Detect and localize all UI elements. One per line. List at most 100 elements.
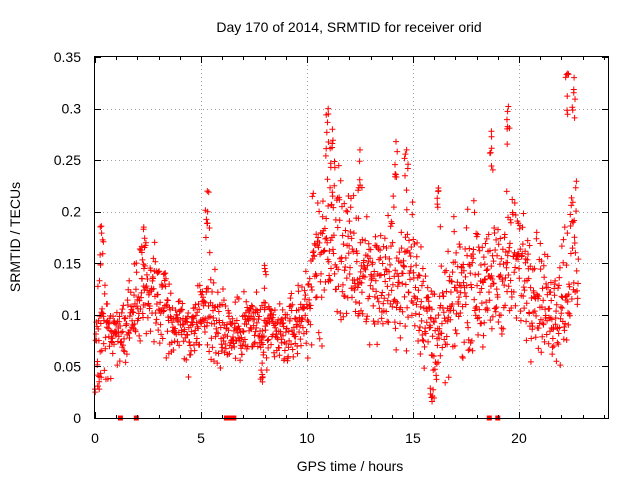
data-point	[543, 331, 550, 338]
data-point	[471, 296, 478, 303]
data-point	[533, 235, 540, 242]
data-point	[559, 294, 566, 301]
data-point	[438, 320, 445, 327]
data-point	[457, 310, 464, 317]
data-point-peak	[258, 367, 265, 374]
data-point-peak	[97, 223, 104, 230]
data-point	[548, 297, 555, 304]
data-point	[477, 261, 484, 268]
data-point	[311, 253, 318, 260]
data-point-peak	[401, 155, 408, 162]
data-point	[430, 353, 437, 360]
data-point	[186, 339, 193, 346]
data-point	[407, 253, 414, 260]
data-point	[529, 323, 536, 330]
data-point	[361, 264, 368, 271]
data-point	[466, 245, 473, 252]
data-point	[456, 241, 463, 248]
data-point	[538, 258, 545, 265]
data-point	[444, 341, 451, 348]
data-point-peak	[138, 243, 145, 250]
data-point	[259, 334, 266, 341]
data-point	[483, 267, 490, 274]
data-point	[566, 283, 573, 290]
data-point	[561, 224, 568, 231]
data-point	[500, 325, 507, 332]
data-point	[109, 350, 116, 357]
data-point	[447, 316, 454, 323]
data-point-peak	[324, 119, 331, 126]
data-point	[272, 324, 279, 331]
data-point	[540, 321, 547, 328]
data-point-peak	[98, 223, 105, 230]
data-point	[231, 343, 238, 350]
data-point	[455, 300, 462, 307]
data-point-peak	[394, 148, 401, 155]
data-point	[322, 278, 329, 285]
data-point	[378, 315, 385, 322]
data-point	[560, 259, 567, 266]
data-point	[466, 263, 473, 270]
data-point	[296, 329, 303, 336]
data-point	[398, 245, 405, 252]
data-point	[142, 284, 149, 291]
y-tick-label: 0	[73, 410, 81, 426]
data-point	[351, 287, 358, 294]
data-point	[101, 367, 108, 374]
data-point	[162, 275, 169, 282]
data-point	[449, 301, 456, 308]
data-point	[144, 275, 151, 282]
data-point	[494, 252, 501, 259]
data-point	[381, 235, 388, 242]
data-point	[126, 334, 133, 341]
data-point	[136, 332, 143, 339]
data-point	[387, 223, 394, 230]
data-point	[391, 319, 398, 326]
data-point	[431, 366, 438, 373]
data-point	[560, 236, 567, 243]
data-point	[514, 251, 521, 258]
data-point	[501, 231, 508, 238]
data-point-peak	[263, 271, 270, 278]
y-tick-label: 0.15	[54, 255, 81, 271]
data-point	[406, 249, 413, 256]
data-point	[167, 290, 174, 297]
data-point	[502, 274, 509, 281]
data-point	[392, 325, 399, 332]
data-point	[132, 328, 139, 335]
data-point	[254, 343, 261, 350]
data-point-peak	[141, 244, 148, 251]
data-point-peak	[140, 261, 147, 268]
data-point	[380, 300, 387, 307]
data-point	[112, 332, 119, 339]
data-point	[226, 350, 233, 357]
data-point	[528, 320, 535, 327]
data-point	[556, 264, 563, 271]
data-point	[199, 288, 206, 295]
data-point	[415, 338, 422, 345]
x-tick-label: 15	[405, 430, 421, 446]
data-point	[476, 289, 483, 296]
data-point	[512, 264, 519, 271]
data-point	[256, 313, 263, 320]
data-point	[104, 300, 111, 307]
data-point	[389, 239, 396, 246]
data-point	[404, 304, 411, 311]
data-point	[205, 314, 212, 321]
data-point	[466, 346, 473, 353]
data-point-peak	[504, 125, 511, 132]
data-point	[349, 246, 356, 253]
data-point	[289, 346, 296, 353]
data-point-peak	[323, 111, 330, 118]
data-point	[318, 294, 325, 301]
data-point-peak	[489, 166, 496, 173]
data-point	[107, 375, 114, 382]
data-point	[445, 374, 452, 381]
data-point-peak	[428, 394, 435, 401]
data-point	[410, 236, 417, 243]
data-point	[144, 314, 151, 321]
data-point	[575, 256, 582, 263]
data-point-peak	[427, 385, 434, 392]
data-point	[398, 229, 405, 236]
data-point	[379, 260, 386, 267]
